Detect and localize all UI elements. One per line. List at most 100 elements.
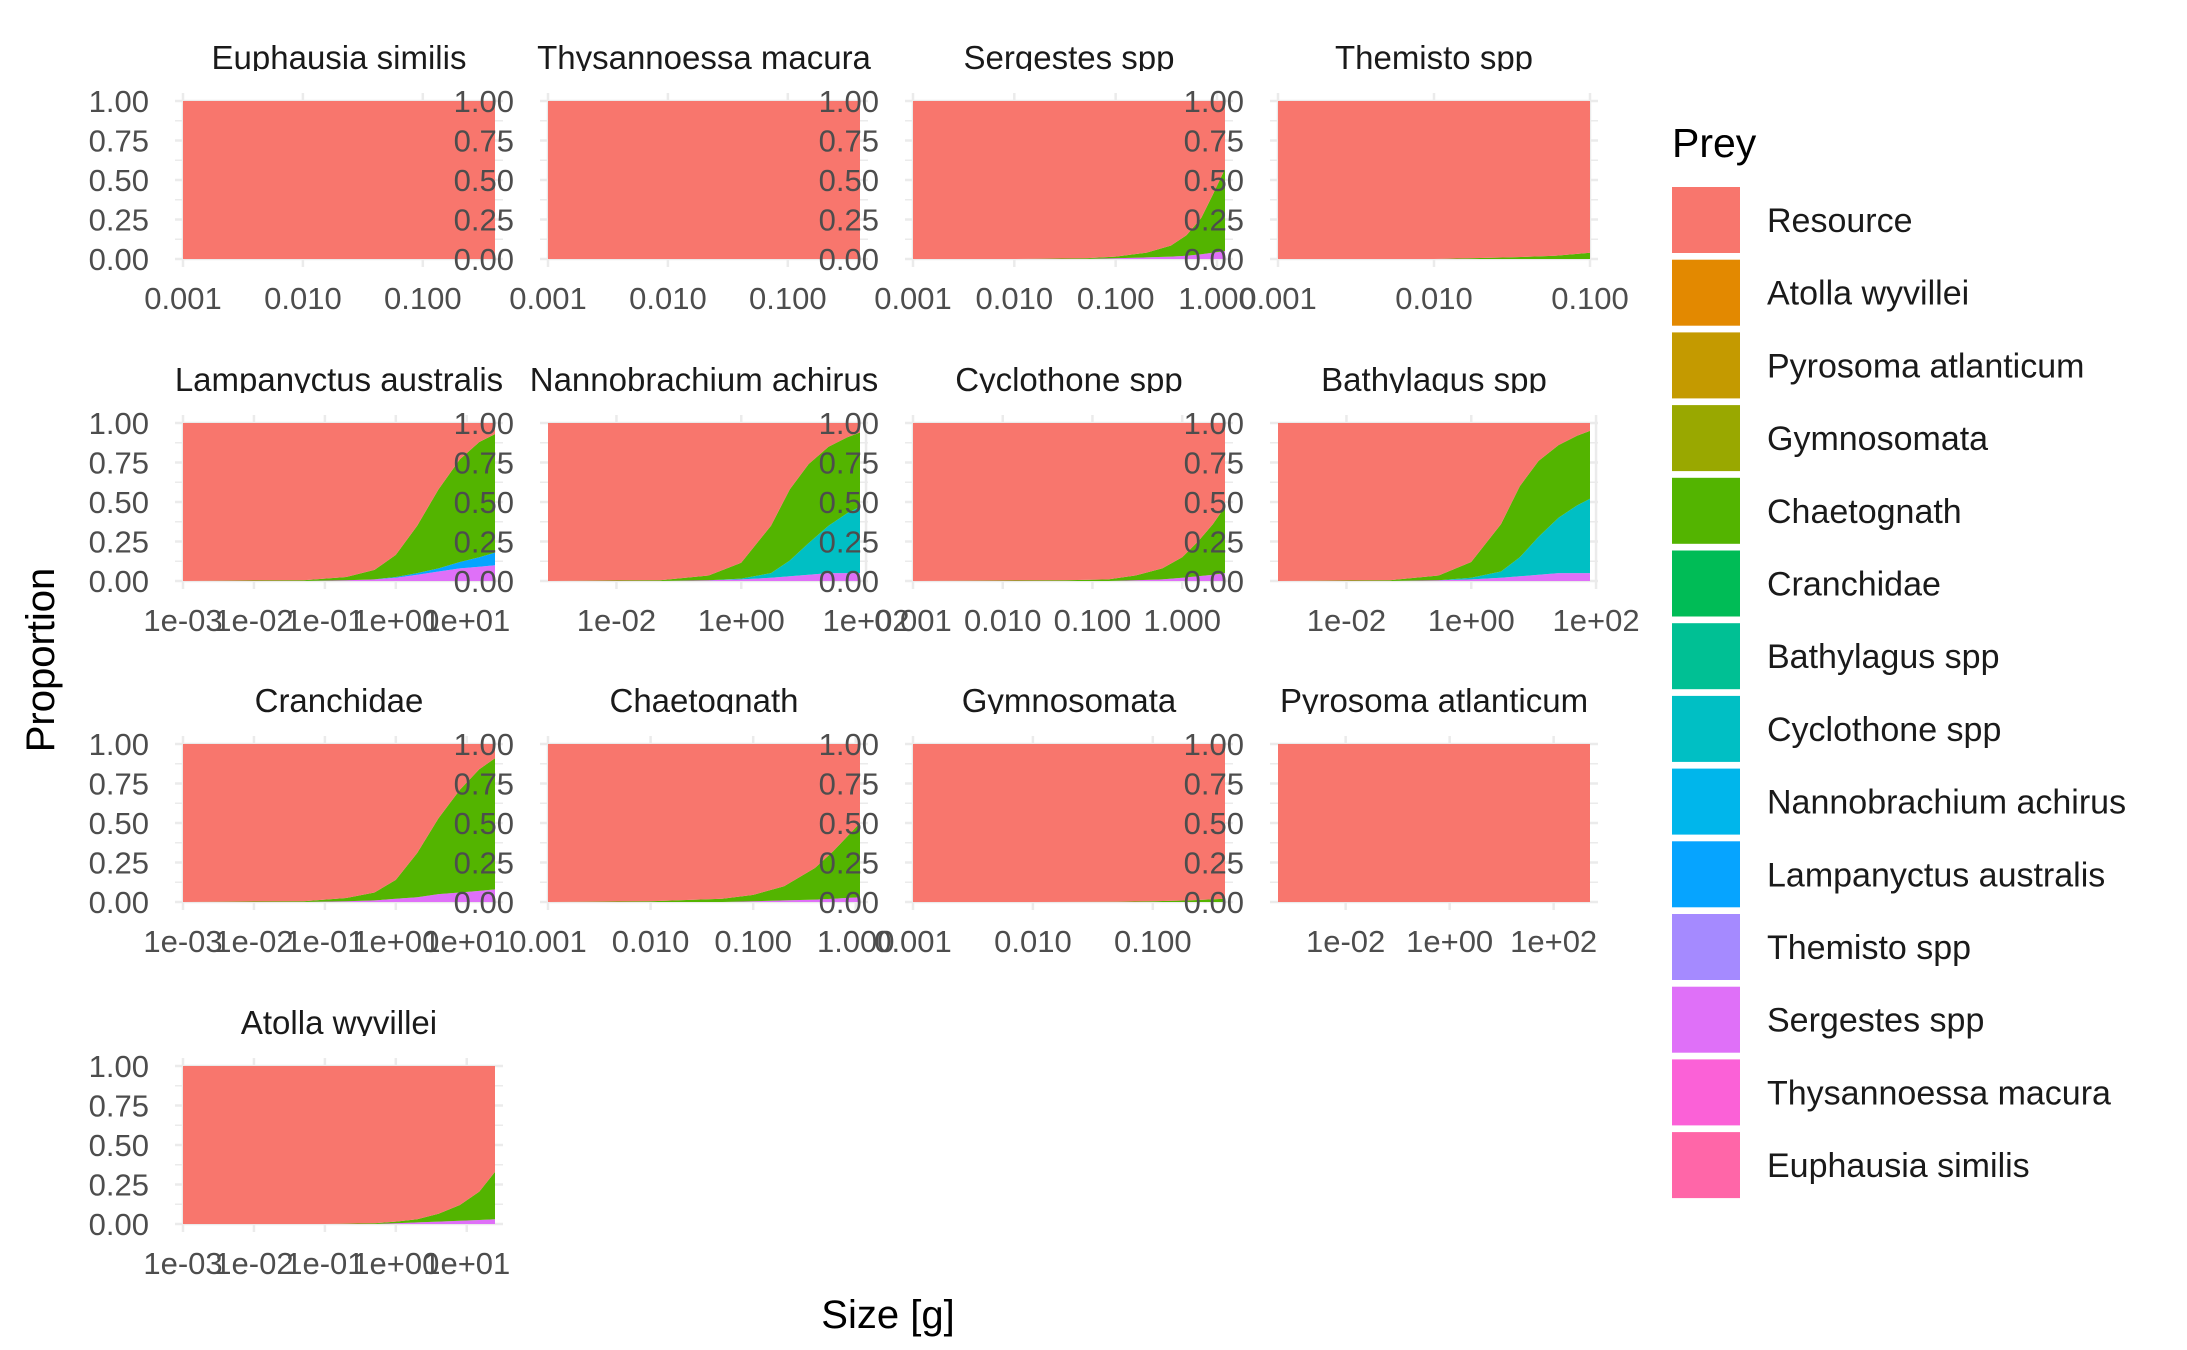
- area-resource: [1278, 423, 1590, 581]
- area-chaetognath: [913, 898, 1225, 902]
- x-tick-label: 0.001: [874, 603, 952, 638]
- y-tick-label: 1.00: [89, 84, 149, 119]
- legend-key: [1672, 1132, 1740, 1199]
- x-tick-label: 0.001: [1239, 281, 1317, 316]
- y-tick-label: 1.00: [1184, 727, 1244, 762]
- area-chaetognath: [1278, 430, 1590, 581]
- x-tick-label: 1e+00: [1428, 603, 1515, 638]
- y-tick-label: 0.00: [89, 242, 149, 277]
- legend-key: [1672, 550, 1740, 617]
- y-tick-label: 1.00: [819, 727, 879, 762]
- x-tick-label: 1e+02: [1510, 924, 1597, 959]
- area-sergestes-spp: [913, 573, 1225, 581]
- x-tick-label: 0.100: [749, 281, 827, 316]
- y-tick-label: 0.75: [819, 124, 879, 159]
- area-resource: [913, 744, 1225, 902]
- y-tick-label: 0.75: [1184, 446, 1244, 481]
- facet-title: Bathylagus spp: [1321, 361, 1547, 398]
- area-sergestes-spp: [183, 889, 495, 902]
- x-tick-label: 0.100: [1551, 281, 1629, 316]
- facet-panel: Cyclothone spp 0.00 0.25 0.50 0.75 1.00 0.001 0…: [819, 361, 1233, 638]
- x-tick-label: 1e-03: [143, 1246, 222, 1281]
- y-tick-label: 0.00: [454, 564, 514, 599]
- area-sergestes-spp: [1278, 573, 1590, 581]
- facet-panel: Gymnosomata 0.00 0.25 0.50 0.75 1.00 0.001 0.01…: [819, 682, 1233, 959]
- y-tick-label: 0.25: [89, 203, 149, 238]
- legend-label: Nannobrachium achirus: [1767, 784, 2126, 822]
- y-tick-label: 0.25: [819, 203, 879, 238]
- facet-title: Themisto spp: [1335, 39, 1533, 76]
- y-tick-label: 0.75: [1184, 767, 1244, 802]
- y-tick-label: 0.00: [454, 242, 514, 277]
- x-tick-label: 0.010: [994, 924, 1072, 959]
- x-tick-label: 1e+00: [352, 1246, 439, 1281]
- y-tick-label: 0.00: [89, 564, 149, 599]
- facet-title: Atolla wyvillei: [241, 1004, 437, 1041]
- y-tick-label: 0.00: [819, 242, 879, 277]
- y-tick-label: 0.50: [89, 1128, 149, 1163]
- y-tick-label: 0.75: [819, 446, 879, 481]
- y-tick-label: 0.75: [454, 446, 514, 481]
- facet-panel: Euphausia similis 0.00 0.25 0.50 0.75 1.00 0.0…: [89, 39, 503, 316]
- facet-title: Pyrosoma atlanticum: [1280, 682, 1588, 719]
- y-axis-title: Proportion: [19, 568, 63, 753]
- x-tick-label: 0.001: [509, 924, 587, 959]
- x-tick-label: 1e+01: [423, 1246, 510, 1281]
- legend-key: [1672, 332, 1740, 399]
- x-tick-label: 1.000: [1178, 281, 1256, 316]
- y-tick-label: 1.00: [819, 84, 879, 119]
- y-tick-label: 0.50: [819, 163, 879, 198]
- y-tick-label: 1.00: [1184, 406, 1244, 441]
- y-tick-label: 0.00: [1184, 564, 1244, 599]
- x-tick-label: 0.100: [1077, 281, 1155, 316]
- y-tick-label: 0.75: [454, 767, 514, 802]
- x-tick-label: 1e+02: [1553, 603, 1640, 638]
- y-tick-label: 1.00: [454, 727, 514, 762]
- y-tick-label: 0.50: [89, 485, 149, 520]
- legend-label: Lampanyctus australis: [1767, 856, 2105, 894]
- y-tick-label: 0.75: [819, 767, 879, 802]
- legend-key: [1672, 768, 1740, 835]
- y-tick-label: 0.75: [89, 1089, 149, 1124]
- area-sergestes-spp: [913, 251, 1225, 259]
- x-tick-label: 1.000: [1143, 603, 1221, 638]
- legend-label: Chaetognath: [1767, 493, 1962, 531]
- x-tick-label: 0.010: [1395, 281, 1473, 316]
- legend-label: Gymnosomata: [1767, 420, 1988, 458]
- area-resource: [183, 101, 495, 259]
- x-tick-label: 0.001: [874, 281, 952, 316]
- legend-title: Prey: [1672, 120, 1757, 166]
- x-tick-label: 1e+01: [423, 924, 510, 959]
- facet-title: Cyclothone spp: [955, 361, 1182, 398]
- facet-panel: Bathylagus spp 0.00 0.25 0.50 0.75 1.00 1e-02 1…: [1184, 361, 1640, 638]
- x-tick-label: 1e+01: [423, 603, 510, 638]
- x-tick-label: 0.100: [1054, 603, 1132, 638]
- x-tick-label: 1e+00: [352, 603, 439, 638]
- legend-key: [1672, 841, 1740, 908]
- x-tick-label: 1e-01: [285, 1246, 364, 1281]
- facet-title: Chaetognath: [610, 682, 799, 719]
- legend-key: [1672, 914, 1740, 980]
- y-tick-label: 0.25: [454, 846, 514, 881]
- facet-title: Thysannoessa macura: [537, 39, 871, 76]
- x-tick-label: 1e+00: [1406, 924, 1493, 959]
- area-chaetognath: [913, 168, 1225, 259]
- x-tick-label: 1e+02: [823, 603, 910, 638]
- y-tick-label: 1.00: [819, 406, 879, 441]
- facet-panel: Nannobrachium achirus 0.00 0.25 0.50 0.75 1.0…: [454, 361, 910, 638]
- x-tick-label: 0.010: [612, 924, 690, 959]
- legend-key: [1672, 695, 1740, 762]
- x-tick-label: 0.100: [714, 924, 792, 959]
- facet-title: Sergestes spp: [964, 39, 1175, 76]
- x-tick-label: 0.100: [384, 281, 462, 316]
- y-tick-label: 0.75: [454, 124, 514, 159]
- facet-title: Euphausia similis: [212, 39, 467, 76]
- x-tick-label: 1e-02: [214, 1246, 293, 1281]
- x-axis-title: Size [g]: [821, 1293, 954, 1337]
- y-tick-label: 1.00: [89, 727, 149, 762]
- area-sergestes-spp: [548, 573, 860, 581]
- area-resource: [913, 101, 1225, 259]
- facet-title: Cranchidae: [255, 682, 424, 719]
- x-tick-label: 1e+00: [352, 924, 439, 959]
